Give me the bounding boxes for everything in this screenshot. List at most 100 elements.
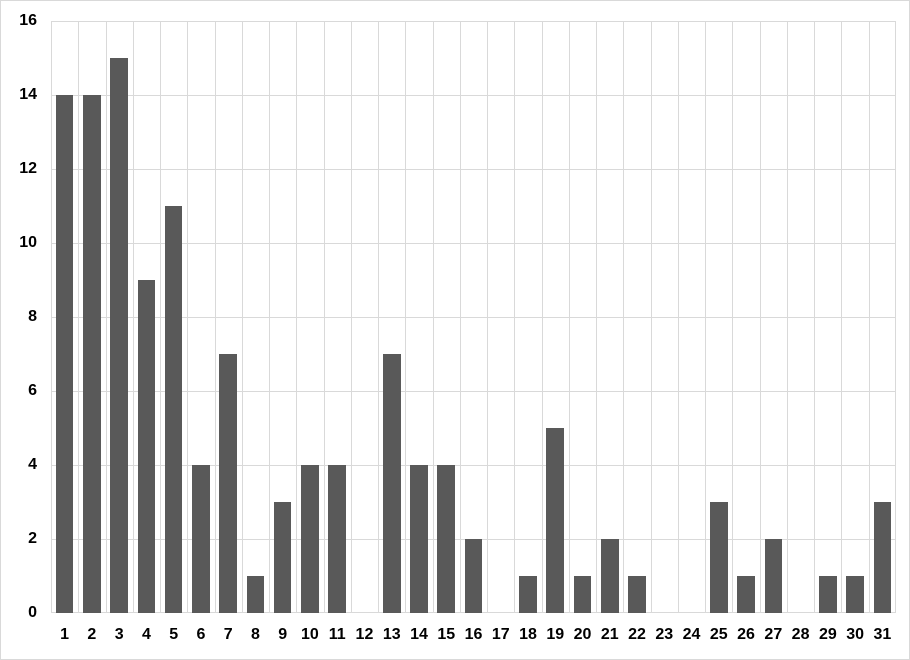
y-tick-label: 8: [28, 308, 37, 325]
v-gridline: [814, 21, 815, 613]
x-tick-label: 25: [709, 626, 728, 643]
v-gridline: [787, 21, 788, 613]
v-gridline: [160, 21, 161, 613]
x-tick-label: 6: [196, 626, 206, 643]
x-tick-label: 22: [628, 626, 646, 643]
bar-day-5: [164, 206, 183, 613]
v-gridline: [351, 21, 352, 613]
bar-day-4: [137, 280, 156, 613]
bar-day-14: [410, 465, 428, 613]
x-tick-label: 10: [301, 626, 319, 643]
bar-day-16: [464, 539, 483, 613]
x-tick-label: 21: [600, 626, 619, 643]
x-tick-label: 26: [737, 626, 755, 643]
x-tick-label: 1: [60, 626, 70, 643]
x-tick-label: 29: [818, 626, 837, 643]
v-gridline: [651, 21, 652, 613]
x-tick-label: 5: [169, 626, 179, 643]
bar-day-3: [110, 58, 128, 613]
bar-day-20: [573, 576, 592, 613]
bar-day-6: [192, 465, 210, 613]
x-tick-label: 12: [355, 626, 374, 643]
y-tick-label: 0: [28, 604, 37, 621]
v-gridline: [106, 21, 107, 613]
x-tick-label: 31: [873, 626, 892, 643]
h-gridline: [51, 169, 896, 170]
bar-day-30: [846, 576, 864, 613]
v-gridline: [187, 21, 188, 613]
bar-day-11: [328, 465, 346, 613]
bar-day-15: [437, 465, 456, 613]
y-tick-label: 16: [19, 12, 37, 29]
bar-day-29: [819, 576, 837, 613]
h-gridline: [51, 391, 896, 392]
v-gridline: [296, 21, 297, 613]
bar-day-2: [83, 95, 101, 613]
v-gridline: [242, 21, 243, 613]
x-tick-label: 13: [382, 626, 401, 643]
v-gridline: [596, 21, 597, 613]
v-gridline: [869, 21, 870, 613]
h-gridline: [51, 317, 896, 318]
x-tick-label: 16: [464, 626, 483, 643]
y-tick-label: 6: [28, 382, 37, 399]
x-tick-label: 30: [846, 626, 864, 643]
x-tick-label: 3: [114, 626, 124, 643]
x-tick-label: 18: [519, 626, 537, 643]
v-gridline: [487, 21, 488, 613]
h-gridline: [51, 243, 896, 244]
x-tick-label: 9: [278, 626, 288, 643]
v-gridline: [78, 21, 79, 613]
v-gridline: [542, 21, 543, 613]
v-gridline: [760, 21, 761, 613]
v-gridline: [623, 21, 624, 613]
bar-day-8: [246, 576, 265, 613]
v-gridline: [732, 21, 733, 613]
x-tick-label: 17: [491, 626, 510, 643]
bar-day-7: [219, 354, 237, 613]
v-gridline: [51, 21, 52, 613]
v-gridline: [133, 21, 134, 613]
bar-day-18: [519, 576, 537, 613]
v-gridline: [514, 21, 515, 613]
bar-day-27: [764, 539, 783, 613]
h-gridline: [51, 465, 896, 466]
bar-day-31: [873, 502, 892, 613]
v-gridline: [460, 21, 461, 613]
bar-day-10: [301, 465, 319, 613]
v-gridline: [269, 21, 270, 613]
x-tick-label: 19: [546, 626, 565, 643]
v-gridline: [895, 21, 896, 613]
y-tick-label: 10: [19, 234, 37, 251]
y-tick-label: 2: [28, 530, 37, 547]
bar-day-9: [273, 502, 292, 613]
plot-area: [51, 21, 896, 613]
y-tick-label: 14: [19, 86, 37, 103]
x-tick-label: 11: [328, 626, 346, 643]
h-gridline: [51, 95, 896, 96]
v-gridline: [569, 21, 570, 613]
x-tick-label: 28: [791, 626, 810, 643]
x-tick-label: 7: [223, 626, 233, 643]
x-tick-label: 8: [250, 626, 260, 643]
bar-day-19: [546, 428, 565, 613]
x-tick-label: 14: [410, 626, 428, 643]
y-tick-label: 12: [19, 160, 37, 177]
v-gridline: [841, 21, 842, 613]
x-tick-label: 24: [682, 626, 701, 643]
bar-day-1: [55, 95, 74, 613]
x-tick-label: 15: [437, 626, 456, 643]
bar-day-13: [382, 354, 401, 613]
v-gridline: [433, 21, 434, 613]
v-gridline: [405, 21, 406, 613]
y-tick-label: 4: [28, 456, 37, 473]
x-tick-label: 2: [87, 626, 97, 643]
bar-day-26: [737, 576, 755, 613]
v-gridline: [678, 21, 679, 613]
x-tick-label: 4: [141, 626, 151, 643]
v-gridline: [378, 21, 379, 613]
v-gridline: [215, 21, 216, 613]
x-tick-label: 27: [764, 626, 783, 643]
bar-day-21: [600, 539, 619, 613]
